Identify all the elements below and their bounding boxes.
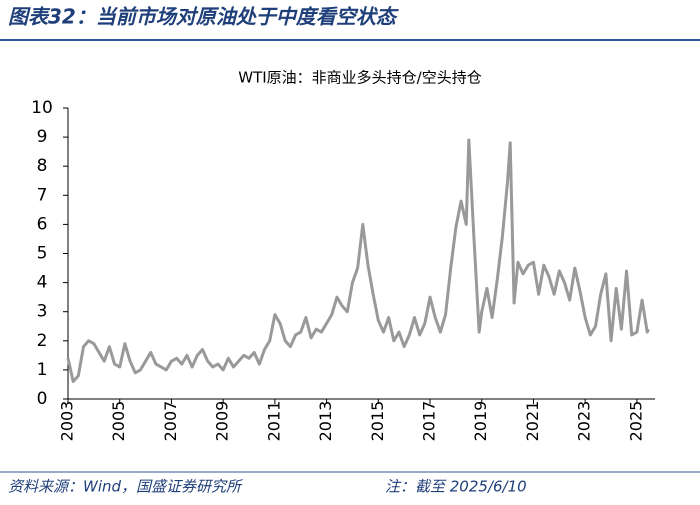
header-title: 图表32：当前市场对原油处于中度看空状态	[8, 5, 399, 29]
y-tick-label: 4	[37, 273, 48, 293]
x-tick-label: 2009	[213, 401, 232, 442]
y-tick-label: 5	[37, 244, 48, 264]
x-tick-label: 2007	[161, 401, 180, 442]
x-tick-label: 2021	[523, 401, 542, 442]
y-tick-label: 9	[37, 127, 48, 147]
data-line	[66, 138, 650, 384]
chart-title: WTI原油：非商业多头持仓/空头持仓	[238, 69, 481, 87]
footer-note: 注：截至 2025/6/10	[385, 478, 527, 496]
y-tick-label: 1	[37, 360, 48, 380]
y-tick-label: 2	[37, 331, 48, 351]
x-tick-label: 2013	[316, 401, 335, 442]
x-tick-label: 2003	[58, 401, 77, 442]
y-tick-label: 3	[37, 302, 48, 322]
footer-source: 资料来源：Wind，国盛证券研究所	[8, 478, 243, 496]
x-tick-label: 2015	[368, 401, 387, 442]
x-tick-label: 2025	[626, 401, 645, 442]
y-tick-label: 10	[31, 98, 53, 118]
x-tick-label: 2017	[420, 401, 439, 442]
x-tick-label: 2023	[575, 401, 594, 442]
y-tick-label: 7	[37, 185, 48, 205]
y-tick-label: 8	[37, 156, 48, 176]
y-tick-label: 6	[37, 214, 48, 234]
x-tick-label: 2005	[109, 401, 128, 442]
x-tick-label: 2019	[471, 401, 490, 442]
y-tick-label: 0	[37, 389, 48, 409]
x-tick-label: 2011	[264, 401, 283, 442]
